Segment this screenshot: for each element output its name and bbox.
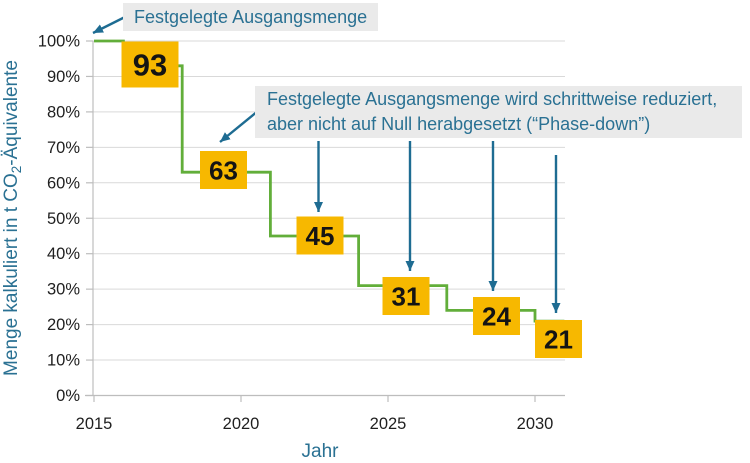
value-label-group: 93 bbox=[121, 41, 179, 88]
annotation-arrow bbox=[92, 15, 126, 35]
value-box bbox=[535, 320, 582, 358]
y-tick-label: 10% bbox=[47, 352, 80, 370]
value-box-label: 31 bbox=[392, 281, 421, 311]
y-tick-label: 0% bbox=[56, 387, 80, 405]
y-axis-title: Menge kalkuliert in t CO2-Äquivalente bbox=[1, 60, 24, 376]
x-axis-title: Jahr bbox=[302, 441, 340, 462]
annotation-phase-down: Festgelegte Ausgangsmenge wird schrittwe… bbox=[255, 86, 742, 138]
value-box bbox=[382, 277, 430, 315]
value-label-group: 63 bbox=[200, 151, 247, 189]
y-tick-label: 50% bbox=[47, 210, 80, 228]
value-label-group: 31 bbox=[382, 277, 430, 315]
y-tick-label: 30% bbox=[47, 281, 80, 299]
value-box-label: 45 bbox=[306, 221, 335, 251]
value-box-label: 93 bbox=[133, 48, 167, 83]
value-label-group: 45 bbox=[296, 216, 344, 255]
annotation-phase-down-line1: Festgelegte Ausgangsmenge wird schrittwe… bbox=[267, 89, 718, 109]
value-box bbox=[200, 151, 247, 189]
value-box-label: 21 bbox=[544, 324, 573, 354]
x-tick-label: 2020 bbox=[223, 415, 260, 433]
y-tick-label: 70% bbox=[47, 139, 80, 157]
value-box bbox=[121, 41, 179, 88]
annotation-fixed-baseline: Festgelegte Ausgangsmenge bbox=[123, 3, 379, 31]
value-box bbox=[296, 216, 344, 255]
y-tick-label: 90% bbox=[47, 68, 80, 86]
y-tick-label: 80% bbox=[47, 103, 80, 121]
value-box bbox=[473, 297, 520, 335]
y-tick-label: 100% bbox=[38, 33, 81, 51]
value-label-group: 21 bbox=[535, 320, 582, 358]
value-box-label: 24 bbox=[482, 301, 511, 331]
y-tick-label: 20% bbox=[47, 316, 80, 334]
annotation-phase-down-line2: aber nicht auf Null herabgesetzt (“Phase… bbox=[267, 114, 651, 134]
value-box-label: 63 bbox=[209, 155, 238, 185]
x-tick-label: 2015 bbox=[76, 415, 113, 433]
annotation-arrow bbox=[219, 110, 259, 143]
x-tick-label: 2030 bbox=[517, 415, 554, 433]
y-tick-label: 40% bbox=[47, 245, 80, 263]
y-tick-label: 60% bbox=[47, 174, 80, 192]
value-label-group: 24 bbox=[473, 297, 520, 335]
x-tick-label: 2025 bbox=[370, 415, 407, 433]
